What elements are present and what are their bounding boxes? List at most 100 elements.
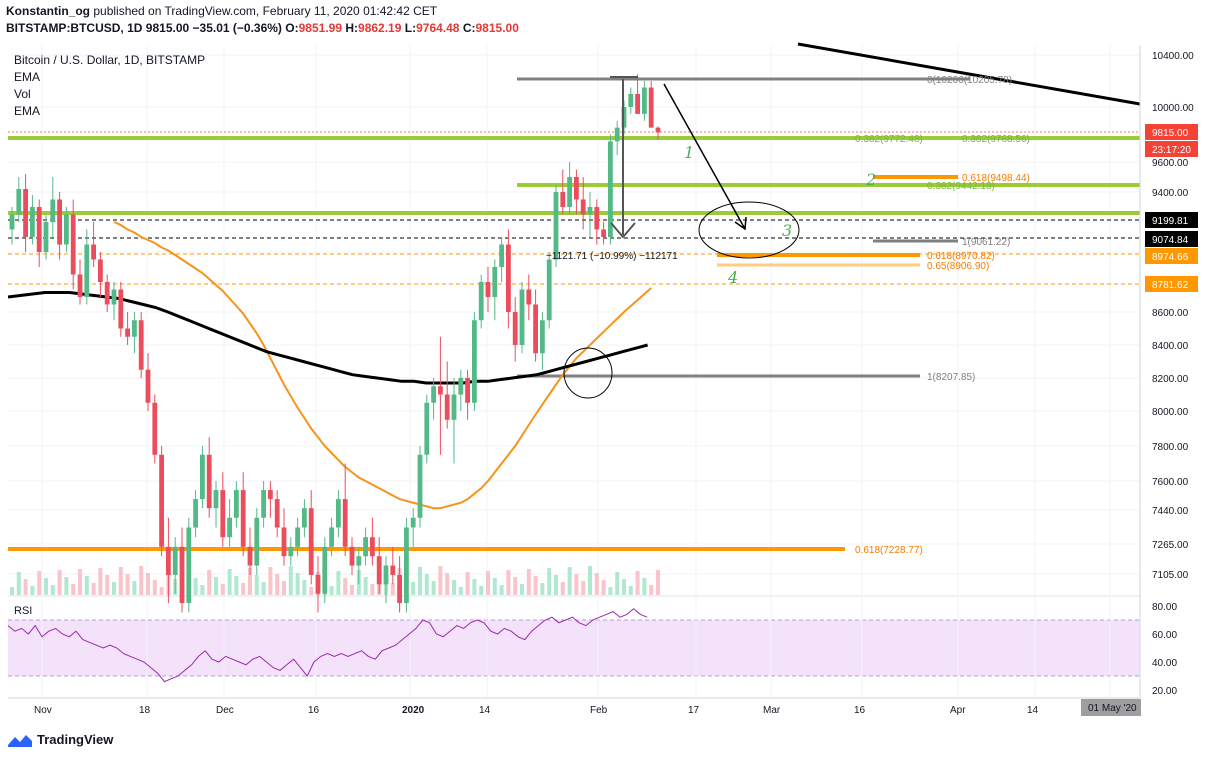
time-tick: 16 <box>308 705 320 716</box>
fib-label: 0.382(9768.56) <box>962 134 1030 145</box>
candle-body <box>648 87 654 128</box>
candle-body <box>186 527 192 604</box>
price-tick: 7265.00 <box>1152 540 1189 551</box>
volume-bar <box>622 579 626 595</box>
volume-bar <box>581 581 586 595</box>
volume-bar <box>159 587 164 595</box>
candle-body <box>281 527 287 557</box>
volume-bar <box>275 574 280 595</box>
volume-bar <box>615 572 620 595</box>
time-tick: Nov <box>34 705 52 716</box>
candle-body <box>64 214 69 245</box>
volume-bar <box>465 572 470 595</box>
volume-bar <box>492 578 497 595</box>
volume-bar <box>152 580 157 595</box>
volume-bar <box>118 567 123 595</box>
volume-bar <box>642 578 647 595</box>
time-tick: 2020 <box>402 705 425 716</box>
volume-bar <box>472 579 477 595</box>
candle-body <box>472 320 477 403</box>
volume-bar <box>91 583 96 595</box>
candle-body <box>43 222 49 252</box>
volume-bar <box>282 581 286 595</box>
candle-body <box>485 282 491 297</box>
candle-body <box>642 87 647 114</box>
candle-body <box>438 386 443 395</box>
price-tag-text: 8974.66 <box>1152 252 1189 263</box>
volume-bar <box>23 579 28 595</box>
candle-body <box>417 454 423 518</box>
candle-body <box>444 394 450 420</box>
candle-body <box>601 229 606 237</box>
fib-label: 1(9061.22) <box>962 237 1010 248</box>
legend-item-vol: Vol <box>14 87 31 101</box>
candle-body <box>30 207 35 237</box>
volume-bar <box>268 567 273 595</box>
volume-bar <box>288 566 293 595</box>
symbol-label: BITSTAMP:BTCUSD, 1D <box>6 21 143 35</box>
candle-body <box>397 574 402 604</box>
time-tick: Apr <box>950 705 966 716</box>
tradingview-logo[interactable]: TradingView <box>8 732 113 747</box>
volume-bar <box>628 586 633 595</box>
publish-line: Konstantin_og published on TradingView.c… <box>6 4 437 18</box>
candle-body <box>16 189 22 215</box>
rsi-tick: 60.00 <box>1152 630 1177 641</box>
candle-body <box>111 289 117 305</box>
rsi-tick: 20.00 <box>1152 686 1177 697</box>
volume-bar <box>78 569 82 595</box>
fib-label: 0.382(9442.18) <box>927 181 995 192</box>
price-tick: 8400.00 <box>1152 341 1189 352</box>
ema-orange-line <box>113 221 652 510</box>
candle-body <box>200 454 205 500</box>
author-name[interactable]: Konstantin_og <box>6 4 90 18</box>
volume-bar <box>37 571 42 595</box>
wave-number-2: 2 <box>865 170 876 189</box>
candle-body <box>376 556 382 585</box>
candle-body <box>261 490 266 518</box>
volume-bar <box>601 580 606 595</box>
price-pane <box>8 45 1140 595</box>
wave-number-3: 3 <box>782 221 792 240</box>
price-tick: 7440.00 <box>1152 506 1189 517</box>
volume-bar <box>499 585 504 595</box>
price-tag-text: 9199.81 <box>1152 216 1189 227</box>
candle-body <box>288 546 294 557</box>
wave-number-4: 4 <box>727 268 738 287</box>
volume-bar <box>452 580 456 595</box>
rsi-tick: 80.00 <box>1152 602 1177 613</box>
volume-bar <box>71 584 76 595</box>
wave-number-1: 1 <box>684 143 694 162</box>
fib-label: 0.618(9498.44) <box>962 173 1030 184</box>
candle-body <box>370 537 375 557</box>
volume-bar <box>574 574 579 595</box>
volume-bar <box>438 566 443 595</box>
volume-bar <box>458 587 463 595</box>
target-ellipse <box>698 201 800 259</box>
volume-bar <box>10 587 14 595</box>
candle-body <box>540 320 545 354</box>
volume-bar <box>479 586 484 595</box>
volume-bar <box>125 574 130 595</box>
candle-body <box>655 127 661 133</box>
time-tick: Mar <box>763 705 781 716</box>
candle-body <box>608 141 613 237</box>
rsi-label: RSI <box>14 605 32 617</box>
volume-bar <box>214 577 218 595</box>
candle-body <box>390 565 396 575</box>
ema-cross-circle <box>563 347 613 399</box>
price-chart[interactable]: −1121.71 (−10.99%) −112171 1 2 3 4 0(10206(10… <box>0 0 1213 720</box>
candle-body <box>410 517 416 528</box>
candle-body <box>234 490 239 518</box>
candle-body <box>193 499 198 528</box>
candle-body <box>512 312 518 345</box>
price-tick: 10400.00 <box>1152 51 1194 62</box>
candle-body <box>36 207 42 252</box>
candle-body <box>553 192 559 260</box>
volume-bar <box>64 577 69 595</box>
chart-title: Bitcoin / U.S. Dollar, 1D, BITSTAMP <box>14 53 205 67</box>
volume-bar <box>132 581 137 595</box>
volume-bar <box>200 585 205 595</box>
candle-body <box>614 127 620 142</box>
candle-body <box>50 199 56 222</box>
